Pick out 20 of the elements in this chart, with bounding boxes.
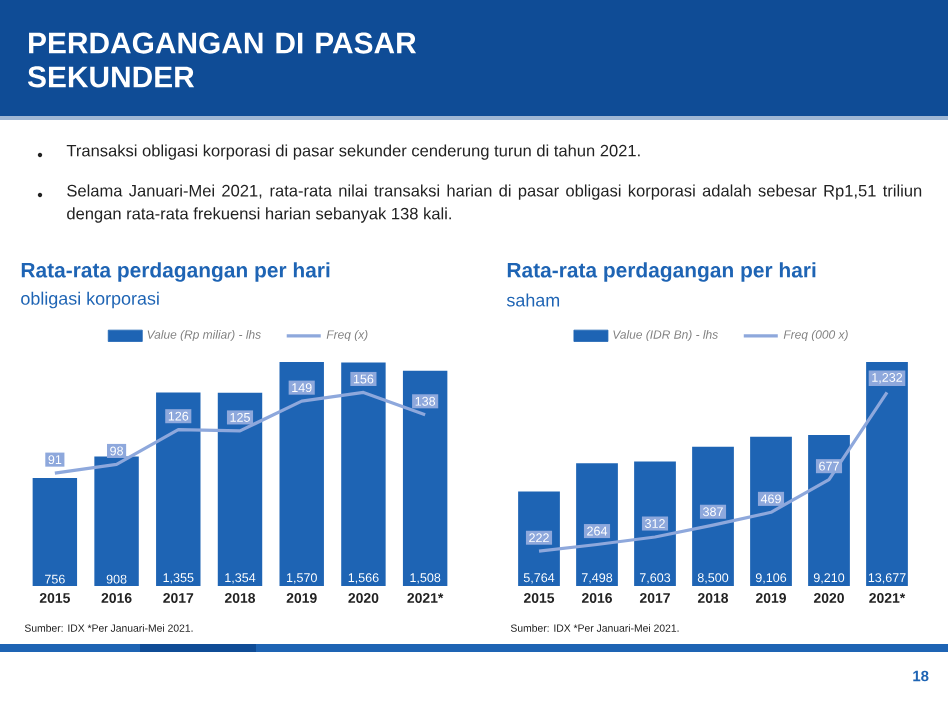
bar xyxy=(156,392,201,586)
bar xyxy=(94,456,139,586)
bar xyxy=(692,446,734,586)
chart-title: Rata-rata perdagangan per hari xyxy=(21,262,330,282)
text: Selama Januari-Mei 2021, rata-rata nilai transaksi harian di pasar obligasi korporasi adalah sebesar Rp1,51 triliun dengan rata-rata frekuensi harian sebanyak 138 kali. xyxy=(67,184,922,223)
chart-subtitle: saham xyxy=(506,293,560,307)
bar xyxy=(866,361,908,586)
text: PERDAGANGAN DI PASAR SEKUNDER xyxy=(27,32,417,88)
bar xyxy=(279,361,324,586)
bar xyxy=(750,436,792,586)
chart-subtitle: obligasi korporasi xyxy=(21,291,159,309)
bar xyxy=(576,463,618,586)
bar xyxy=(808,435,850,586)
chart-title: Rata-rata perdagangan per hari xyxy=(507,262,816,282)
bar xyxy=(32,478,78,586)
bar xyxy=(634,461,676,586)
text: Transaksi obligasi korporasi di pasar sekunder cenderung turun di tahun 2021. xyxy=(66,144,640,160)
bar xyxy=(217,392,263,586)
bar xyxy=(341,362,386,586)
bar xyxy=(402,370,448,586)
